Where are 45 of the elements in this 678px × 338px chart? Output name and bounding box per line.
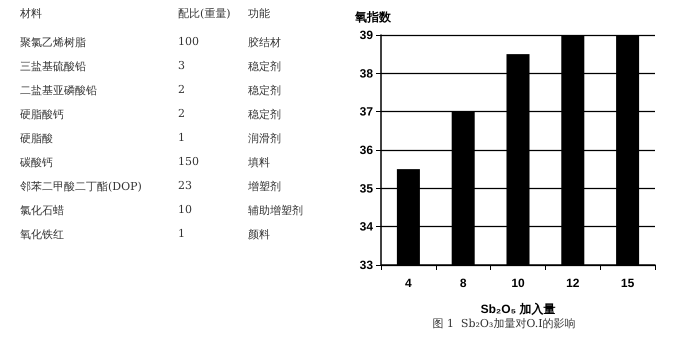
y-tick-label: 38 bbox=[360, 66, 374, 80]
y-tick-label: 36 bbox=[360, 143, 374, 157]
x-tick-label: 4 bbox=[405, 276, 412, 290]
text: 氯化石蜡 bbox=[20, 203, 64, 218]
text: 碳酸钙 bbox=[20, 155, 53, 170]
text: 邻苯二甲酸二丁酯(DOP) bbox=[20, 179, 142, 194]
y-tick-label: 35 bbox=[360, 181, 374, 196]
text: 稳定剂 bbox=[248, 59, 281, 74]
caption: 图 1 Sb₂O₃加量对O.I的影响 bbox=[432, 317, 576, 330]
text: 胶结材 bbox=[248, 35, 281, 50]
text: 1 bbox=[178, 131, 185, 144]
text: 二盐基亚磷酸铅 bbox=[20, 83, 97, 98]
text: 硬脂酸钙 bbox=[20, 107, 64, 122]
x-tick-label: 12 bbox=[566, 276, 580, 290]
x-tick-label: 15 bbox=[620, 276, 635, 290]
text: 3 bbox=[178, 59, 185, 72]
text: 硬脂酸 bbox=[20, 131, 53, 146]
text: 辅助增塑剂 bbox=[248, 203, 303, 218]
text: 材料 bbox=[20, 6, 42, 21]
y-tick-label: 34 bbox=[360, 220, 374, 234]
y-tick-label: 39 bbox=[360, 28, 374, 42]
y-axis-title: 氧指数 bbox=[354, 10, 392, 24]
text: 10 bbox=[178, 203, 192, 216]
text: 增塑剂 bbox=[248, 179, 281, 194]
text: 2 bbox=[178, 107, 185, 120]
text: 氧化铁红 bbox=[20, 227, 64, 242]
text: 150 bbox=[178, 155, 199, 168]
y-tick-label: 33 bbox=[360, 258, 374, 272]
text: 配比(重量) bbox=[178, 6, 231, 21]
text: 100 bbox=[178, 35, 199, 48]
text: 润滑剂 bbox=[248, 131, 281, 146]
text: 填料 bbox=[248, 155, 270, 170]
text: 颜料 bbox=[248, 227, 270, 242]
text: 聚氯乙烯树脂 bbox=[20, 35, 86, 50]
y-tick-label: 37 bbox=[360, 104, 374, 119]
x-axis-title: Sb₂O₅ 加入量 bbox=[480, 302, 556, 316]
text: 23 bbox=[178, 179, 192, 192]
text: 稳定剂 bbox=[248, 83, 281, 98]
text: 1 bbox=[178, 227, 185, 240]
text: 2 bbox=[178, 83, 185, 96]
text: 稳定剂 bbox=[248, 107, 281, 122]
x-tick-label: 10 bbox=[511, 276, 525, 290]
text: 功能 bbox=[248, 6, 270, 21]
x-tick-label: 8 bbox=[460, 276, 467, 290]
text: 三盐基硫酸铅 bbox=[20, 59, 86, 74]
